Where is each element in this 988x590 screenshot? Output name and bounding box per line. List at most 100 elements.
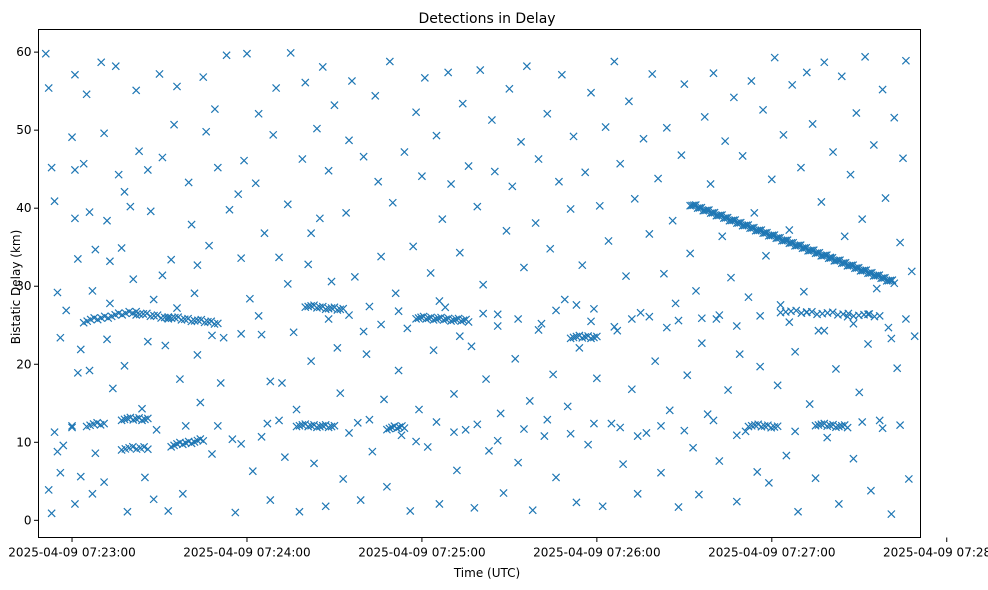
data-point: [266, 496, 275, 505]
data-point: [581, 168, 590, 177]
data-point: [143, 445, 152, 454]
data-point: [791, 347, 800, 356]
data-point: [792, 306, 801, 315]
data-point: [476, 66, 485, 75]
data-point: [167, 314, 176, 323]
data-point: [834, 499, 843, 508]
data-point: [254, 109, 263, 118]
data-point: [886, 276, 895, 285]
data-point: [844, 309, 853, 318]
data-point: [651, 357, 660, 366]
data-point: [100, 478, 109, 487]
data-point: [324, 423, 333, 432]
data-point: [254, 311, 263, 320]
data-point: [137, 416, 147, 425]
data-point: [569, 333, 578, 342]
data-point: [120, 415, 129, 424]
data-point: [729, 93, 738, 102]
data-point: [248, 467, 257, 476]
data-point: [750, 208, 759, 217]
data-point: [205, 241, 214, 250]
data-point: [735, 350, 744, 359]
data-point: [861, 52, 870, 61]
data-point: [589, 333, 598, 342]
data-point: [522, 62, 531, 71]
data-point: [873, 271, 882, 280]
data-point: [800, 243, 809, 252]
data-point: [70, 165, 79, 174]
data-point: [826, 253, 835, 263]
data-point: [120, 187, 129, 196]
data-point: [878, 274, 888, 283]
data-point: [324, 314, 333, 324]
data-point: [761, 251, 770, 260]
data-point: [633, 432, 642, 441]
data-point: [534, 325, 543, 334]
data-point: [656, 468, 666, 477]
data-point: [307, 301, 316, 310]
data-point: [444, 68, 453, 77]
data-point: [50, 197, 59, 206]
data-point: [377, 252, 386, 261]
data-point: [353, 418, 362, 427]
data-point: [132, 414, 141, 423]
data-point: [260, 229, 269, 238]
data-point: [178, 489, 187, 498]
data-point: [286, 48, 295, 57]
data-point: [639, 134, 648, 143]
data-point: [773, 381, 782, 390]
data-point: [88, 286, 97, 295]
data-point: [344, 136, 354, 145]
y-tick-label: 0: [24, 513, 32, 527]
data-point: [140, 473, 149, 482]
data-point: [721, 213, 730, 222]
data-point: [312, 423, 321, 432]
data-point: [697, 339, 706, 348]
data-point: [190, 289, 199, 298]
data-point: [295, 421, 304, 430]
data-point: [143, 165, 152, 174]
data-point: [689, 201, 698, 210]
data-point: [671, 299, 680, 308]
data-point: [397, 431, 406, 440]
data-point: [514, 314, 523, 324]
data-point: [449, 389, 459, 398]
data-point: [464, 317, 473, 326]
data-point: [327, 422, 336, 431]
data-point: [458, 99, 467, 108]
data-point: [307, 421, 316, 430]
data-point: [199, 436, 208, 445]
data-point: [814, 326, 823, 335]
data-point: [630, 194, 639, 203]
data-point: [829, 147, 838, 157]
data-point: [788, 80, 797, 89]
data-point: [382, 425, 391, 434]
data-point: [604, 236, 613, 245]
data-point: [85, 208, 94, 217]
data-point: [333, 343, 342, 352]
data-point: [283, 200, 292, 209]
data-point: [598, 502, 607, 511]
data-point: [307, 229, 316, 238]
data-point: [102, 335, 112, 344]
data-point: [41, 49, 50, 58]
data-point: [424, 314, 433, 323]
data-point: [807, 246, 816, 255]
data-point: [392, 424, 401, 433]
data-point: [216, 378, 225, 388]
data-point: [712, 314, 721, 324]
data-point: [802, 68, 811, 77]
data-point: [53, 288, 62, 297]
data-point: [385, 424, 394, 433]
data-point: [519, 263, 528, 272]
data-point: [365, 415, 374, 424]
data-point: [295, 507, 304, 516]
data-point: [219, 333, 228, 342]
data-point: [732, 431, 741, 440]
data-point: [155, 69, 164, 79]
data-point: [808, 119, 817, 128]
data-point: [813, 248, 822, 258]
data-point: [56, 333, 65, 342]
data-point: [228, 435, 237, 444]
data-point: [595, 201, 604, 210]
